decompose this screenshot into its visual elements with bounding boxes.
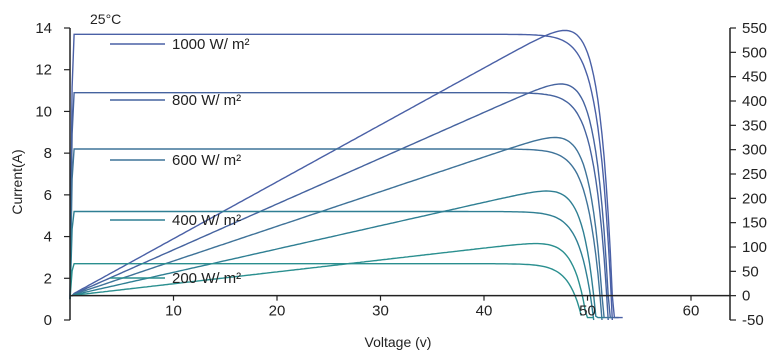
legend-label: 200 W/ m² xyxy=(172,270,241,287)
left-tick-label: 0 xyxy=(44,312,52,329)
axes-layer: 0 2 4 6 8 10 12 14 -50 0 50 100 150 200 250 300 350 400 45… xyxy=(35,20,767,329)
right-tick-label: 0 xyxy=(742,288,750,305)
right-tick-label: 50 xyxy=(742,263,759,280)
right-tick-label: 250 xyxy=(742,166,767,183)
temperature-annotation: 25°C xyxy=(90,11,121,27)
x-tick-label: 50 xyxy=(579,303,596,320)
x-tick-label: 10 xyxy=(165,303,182,320)
x-tick-label: 60 xyxy=(683,303,700,320)
curves-layer xyxy=(69,29,623,321)
x-tick-label: 30 xyxy=(372,303,389,320)
right-tick-label: 200 xyxy=(742,190,767,207)
iv-curve xyxy=(69,148,603,321)
x-axis-label: Voltage (v) xyxy=(365,334,432,350)
legend-label: 800 W/ m² xyxy=(172,92,241,109)
pv-curve xyxy=(70,136,613,319)
right-tick-label: 450 xyxy=(742,69,767,86)
left-tick-label: 14 xyxy=(35,20,52,37)
pv-curve xyxy=(70,83,619,319)
x-tick-label: 20 xyxy=(269,303,286,320)
right-tick-label: 400 xyxy=(742,93,767,110)
right-tick-label: 350 xyxy=(742,117,767,134)
x-tick-label: 40 xyxy=(476,303,493,320)
iv-curve xyxy=(69,263,582,316)
right-tick-label: 550 xyxy=(742,20,767,37)
iv-curve xyxy=(69,92,609,321)
iv-curve xyxy=(69,33,613,321)
right-tick-label: -50 xyxy=(742,312,764,329)
legend-label: 1000 W/ m² xyxy=(172,36,250,53)
pv-curve xyxy=(70,29,623,319)
left-tick-label: 6 xyxy=(44,187,52,204)
pv-curve xyxy=(70,190,605,319)
right-tick-label: 150 xyxy=(742,215,767,232)
left-tick-label: 12 xyxy=(35,62,52,79)
legend: 1000 W/ m² 800 W/ m² 600 W/ m² 400 W/ m² 200… xyxy=(110,36,250,287)
right-tick-label: 100 xyxy=(742,239,767,256)
pv-curve xyxy=(70,242,594,319)
left-tick-label: 8 xyxy=(44,145,52,162)
y-axis-label: Current(A) xyxy=(9,149,25,214)
iv-curve xyxy=(69,210,595,321)
legend-label: 400 W/ m² xyxy=(172,212,241,229)
right-tick-label: 300 xyxy=(742,142,767,159)
left-tick-label: 2 xyxy=(44,270,52,287)
left-tick-label: 4 xyxy=(44,229,52,246)
legend-label: 600 W/ m² xyxy=(172,152,241,169)
left-tick-label: 10 xyxy=(35,103,52,120)
right-tick-label: 500 xyxy=(742,44,767,61)
